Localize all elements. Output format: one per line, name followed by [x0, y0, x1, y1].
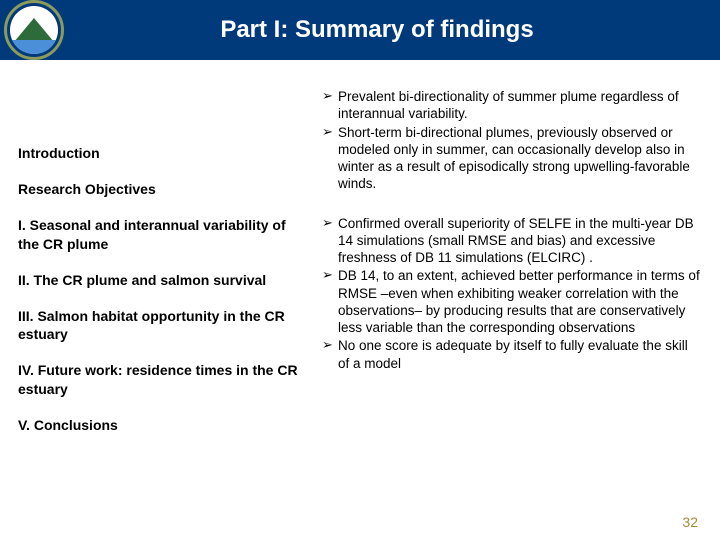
bullet-text: No one score is adequate by itself to fu…: [338, 337, 702, 372]
bullet-arrow-icon: ➢: [322, 124, 338, 193]
nav-column: Introduction Research Objectives I. Seas…: [18, 88, 298, 452]
bullet-arrow-icon: ➢: [322, 88, 338, 123]
nav-section-1: I. Seasonal and interannual variability …: [18, 216, 298, 252]
bullet-item: ➢ Confirmed overall superiority of SELFE…: [322, 215, 702, 267]
nav-section-2: II. The CR plume and salmon survival: [18, 271, 298, 289]
bullet-group-2: ➢ Confirmed overall superiority of SELFE…: [322, 215, 702, 372]
nav-section-4: IV. Future work: residence times in the …: [18, 361, 298, 397]
bullet-item: ➢ No one score is adequate by itself to …: [322, 337, 702, 372]
bullet-text: Prevalent bi-directionality of summer pl…: [338, 88, 702, 123]
bullet-item: ➢ Short-term bi-directional plumes, prev…: [322, 124, 702, 193]
bullet-item: ➢ DB 14, to an extent, achieved better p…: [322, 267, 702, 336]
bullet-arrow-icon: ➢: [322, 267, 338, 336]
logo: [4, 0, 64, 60]
bullet-item: ➢ Prevalent bi-directionality of summer …: [322, 88, 702, 123]
bullet-text: DB 14, to an extent, achieved better per…: [338, 267, 702, 336]
page-number: 32: [682, 514, 698, 530]
bullets-column: ➢ Prevalent bi-directionality of summer …: [322, 88, 702, 452]
bullet-text: Short-term bi-directional plumes, previo…: [338, 124, 702, 193]
header-bar: Part I: Summary of findings: [0, 0, 720, 60]
nav-introduction: Introduction: [18, 144, 298, 162]
content-area: Introduction Research Objectives I. Seas…: [0, 60, 720, 452]
bullet-arrow-icon: ➢: [322, 337, 338, 372]
nav-section-3: III. Salmon habitat opportunity in the C…: [18, 307, 298, 343]
bullet-arrow-icon: ➢: [322, 215, 338, 267]
nav-research-objectives: Research Objectives: [18, 180, 298, 198]
bullet-text: Confirmed overall superiority of SELFE i…: [338, 215, 702, 267]
slide-title: Part I: Summary of findings: [64, 16, 720, 44]
bullet-group-1: ➢ Prevalent bi-directionality of summer …: [322, 88, 702, 193]
nav-section-5: V. Conclusions: [18, 416, 298, 434]
